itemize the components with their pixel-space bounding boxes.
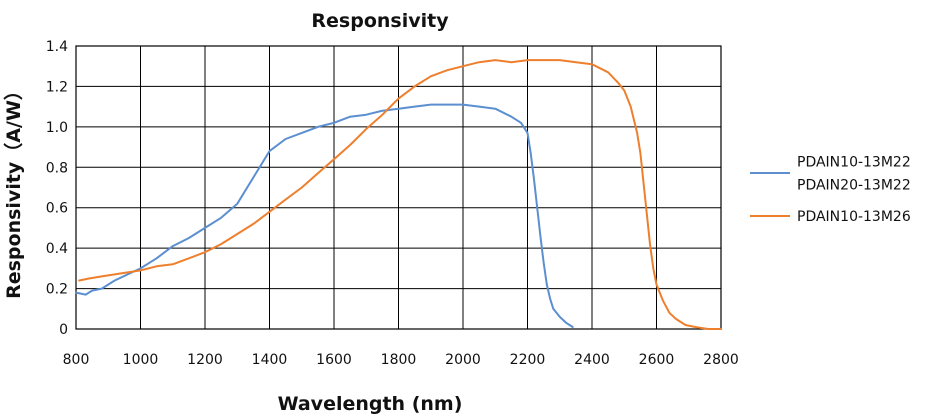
grid-layer — [75, 45, 722, 330]
y-tick-label: 0.2 — [46, 282, 68, 298]
legend-label: PDAIN10-13M22 — [797, 155, 911, 171]
y-tick-label: 0.8 — [46, 160, 68, 176]
x-axis-title: Wavelength (nm) — [278, 393, 463, 415]
x-tick-label: 2600 — [639, 352, 675, 368]
legend-label: PDAIN20-13M22 — [797, 178, 911, 194]
y-tick-label: 0 — [59, 322, 68, 338]
y-tick-label: 1.0 — [46, 120, 68, 136]
legend-label: PDAIN10-13M26 — [797, 209, 911, 225]
x-tick-label: 1200 — [187, 352, 223, 368]
x-tick-label: 1000 — [123, 352, 159, 368]
x-tick-label: 800 — [63, 352, 90, 368]
x-tick-label: 1800 — [381, 352, 417, 368]
x-tick-label: 2000 — [445, 352, 481, 368]
x-tick-label: 1400 — [252, 352, 288, 368]
y-tick-labels: 0 0.2 0.4 0.6 0.8 1.0 1.2 1.4 — [46, 39, 68, 338]
y-tick-label: 0.6 — [46, 201, 68, 217]
y-tick-label: 1.2 — [46, 79, 68, 95]
x-tick-label: 2400 — [574, 352, 610, 368]
series-line-1 — [78, 59, 722, 330]
chart-title: Responsivity — [311, 10, 449, 32]
y-tick-label: 0.4 — [46, 241, 68, 257]
x-tick-label: 1600 — [316, 352, 352, 368]
x-tick-label: 2800 — [703, 352, 739, 368]
plot-frame — [75, 45, 722, 330]
series-line-0 — [75, 103, 574, 328]
legend: PDAIN10-13M22 PDAIN20-13M22 PDAIN10-13M26 — [750, 155, 911, 225]
series-layer — [75, 59, 722, 330]
x-tick-label: 2200 — [510, 352, 546, 368]
y-tick-label: 1.4 — [46, 39, 68, 55]
y-axis-title: Responsivity（A/W） — [2, 81, 25, 299]
x-tick-labels: 800 1000 1200 1400 1600 1800 2000 2200 2400 2600 2… — [63, 352, 739, 368]
